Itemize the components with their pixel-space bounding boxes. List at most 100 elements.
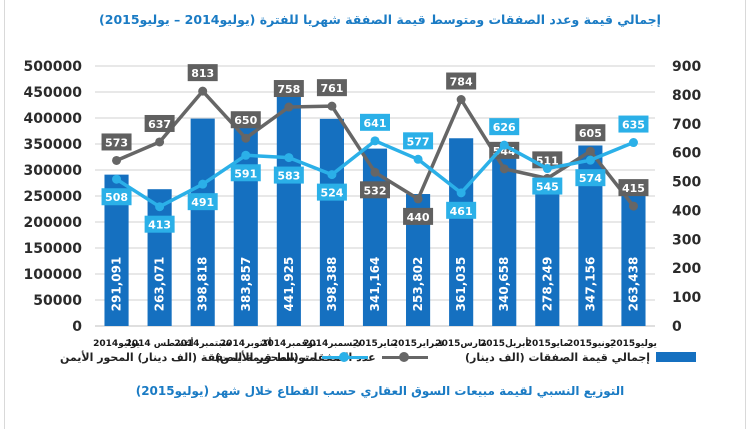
left-axis-tick-label: 200000	[24, 215, 83, 231]
avg-series-label-box	[489, 118, 520, 136]
bar-value-label: 441,925	[282, 257, 296, 312]
avg-series-point	[456, 188, 466, 198]
legend-item-avg: متوسط قيمة الصفقة (الف دينار) المحور الأ…	[60, 348, 369, 366]
count-series-data-label: 605	[579, 127, 602, 140]
avg-series-point	[499, 140, 509, 150]
right-axis-tick-label: 200	[672, 261, 701, 277]
bar	[276, 96, 301, 326]
left-axis-tick-label: 400000	[24, 111, 83, 127]
chart-title: إجمالي قيمة وعدد الصفقات ومتوسط قيمة الص…	[99, 12, 661, 27]
right-axis-tick-label: 600	[672, 146, 701, 162]
right-axis-tick-label: 500	[672, 175, 701, 191]
x-axis-category-label: فبراير2015	[392, 339, 444, 349]
count-series-label-box	[101, 133, 132, 151]
left-border	[4, 0, 5, 429]
left-axis-tick-label: 350000	[24, 137, 83, 153]
count-series-label-box	[230, 111, 261, 129]
bar	[449, 138, 474, 326]
right-axis-tick-label: 0	[672, 319, 682, 335]
right-axis-tick-label: 300	[672, 232, 701, 248]
x-axis-category-label: يناير2015	[353, 339, 397, 349]
avg-series-label-box	[446, 201, 477, 219]
left-axis-tick-label: 300000	[24, 163, 83, 179]
count-series-data-label: 415	[622, 182, 645, 195]
x-axis-category-label: يوليو2015	[610, 339, 657, 349]
avg-series-data-label: 583	[277, 170, 300, 183]
count-series-label-box	[316, 79, 347, 97]
bar-value-label: 291,091	[110, 257, 124, 312]
avg-series-data-label: 524	[320, 187, 343, 200]
bar-value-label: 263,438	[626, 257, 640, 312]
right-axis-tick-label: 700	[672, 117, 701, 133]
x-axis-category-label: مايو2015	[526, 339, 569, 349]
count-series-label-box	[144, 114, 175, 132]
legend-label-bars: إجمالي قيمة الصفقات (الف دينار)	[465, 350, 651, 364]
count-series-point	[628, 201, 638, 211]
avg-series-label-box	[532, 177, 563, 195]
right-border	[745, 0, 746, 429]
legend-swatch-bars	[656, 352, 697, 362]
avg-series-point	[370, 136, 380, 146]
avg-series-point	[327, 170, 337, 180]
avg-series-point	[413, 154, 423, 164]
count-series-label-box	[273, 80, 304, 98]
count-series-data-label: 637	[148, 118, 171, 131]
avg-series-label-box	[618, 115, 649, 133]
avg-series-point	[628, 138, 638, 148]
count-series-point	[413, 194, 423, 204]
count-series-data-label: 813	[191, 67, 214, 80]
count-series-point	[327, 101, 337, 111]
legend-label-count: عدد الصفقات (المحور الأيمن)	[215, 350, 376, 364]
left-axis-tick-label: 450000	[24, 85, 83, 101]
avg-series-label-box	[101, 188, 132, 206]
count-series-point	[499, 164, 509, 174]
avg-series-point	[198, 179, 208, 189]
x-axis-category-label: ديسمبر2014	[303, 339, 361, 349]
legend-item-count: عدد الصفقات (المحور الأيمن)	[215, 348, 428, 366]
count-series-data-label: 440	[407, 211, 430, 224]
count-series-point	[585, 146, 595, 156]
count-series-point	[284, 102, 294, 112]
bar	[535, 181, 560, 326]
avg-series-data-label: 635	[622, 119, 645, 132]
count-series-data-label: 784	[450, 76, 473, 89]
avg-series-data-label: 461	[450, 205, 473, 218]
bar-value-label: 278,249	[540, 257, 554, 312]
count-series-point	[241, 133, 251, 143]
avg-series-data-label: 591	[234, 167, 257, 180]
count-series-data-label: 650	[234, 114, 257, 127]
left-axis-tick-label: 250000	[24, 189, 83, 205]
bar-value-label: 398,818	[196, 257, 210, 312]
x-axis-category-label: أبريل2015	[480, 337, 529, 349]
count-series-label-box	[618, 179, 649, 197]
right-axis-tick-label: 100	[672, 290, 701, 306]
avg-series-label-box	[144, 215, 175, 233]
bar-value-label: 253,802	[411, 257, 425, 312]
avg-series-data-label: 508	[105, 191, 128, 204]
left-axis-tick-label: 100000	[24, 267, 83, 283]
left-axis-tick-label: 0	[72, 319, 82, 335]
left-axis-tick-label: 50000	[33, 293, 82, 309]
avg-series-data-label: 574	[579, 172, 602, 185]
chart-legend: إجمالي قيمة الصفقات (الف دينار) عدد الصف…	[60, 348, 710, 366]
count-series-point	[198, 86, 208, 96]
count-series-data-label: 761	[320, 82, 343, 95]
right-axis-tick-label: 400	[672, 203, 701, 219]
count-series-label-box	[575, 124, 606, 142]
avg-series-point	[241, 150, 251, 160]
avg-series-point	[542, 164, 552, 174]
count-series-point	[370, 167, 380, 177]
count-series-label-box	[360, 181, 390, 199]
bar-value-label: 341,164	[368, 257, 382, 312]
avg-series-label-box	[403, 132, 434, 150]
bar-value-label: 383,857	[239, 257, 253, 312]
bar-value-label: 361,035	[454, 257, 468, 312]
count-series-point	[456, 95, 466, 105]
bar-value-label: 340,658	[497, 257, 511, 312]
count-series-point	[155, 137, 165, 147]
bar	[147, 189, 172, 326]
count-series-label-box	[403, 207, 434, 225]
bar	[621, 189, 646, 326]
avg-series-data-label: 641	[364, 117, 387, 130]
